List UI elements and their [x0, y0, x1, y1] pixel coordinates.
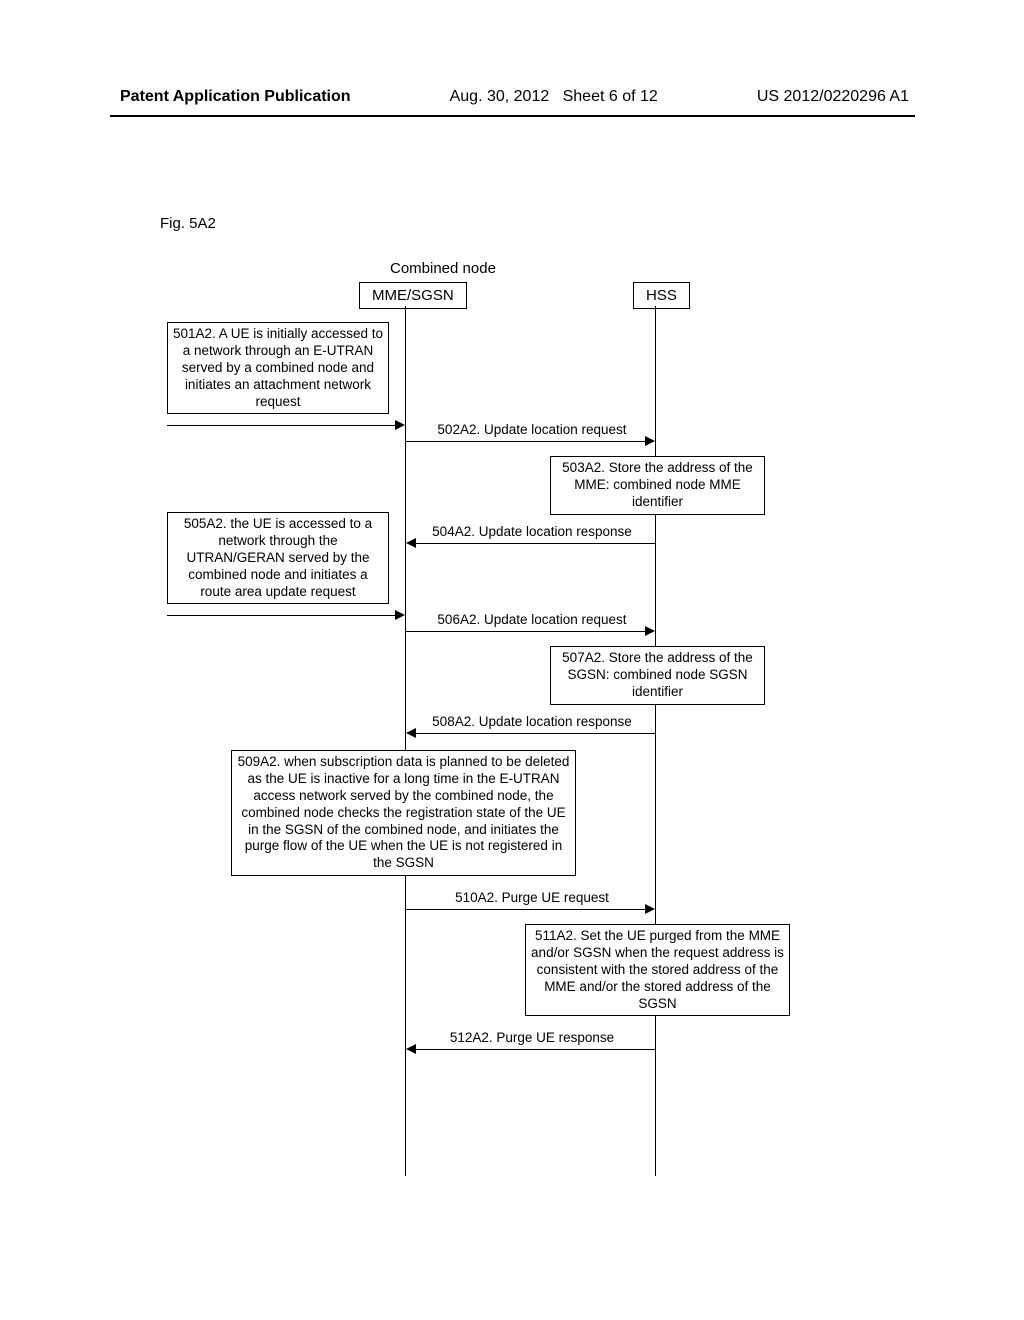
arrow-510 [406, 909, 645, 910]
arrow-502 [406, 441, 645, 442]
arrow-head-502 [645, 436, 655, 446]
lifeline-hss [655, 306, 656, 1176]
actor-mme-sgsn: MME/SGSN [359, 282, 467, 309]
arrow-501 [167, 425, 395, 426]
arrow-head-504 [406, 538, 416, 548]
arrow-head-512 [406, 1044, 416, 1054]
page-header: Patent Application Publication Aug. 30, … [0, 88, 1024, 106]
arrow-head-501 [395, 420, 405, 430]
arrow-508 [416, 733, 655, 734]
arrow-head-510 [645, 904, 655, 914]
sheet: Sheet 6 of 12 [563, 88, 658, 105]
box-507a2: 507A2. Store the address of the SGSN: co… [550, 646, 765, 705]
arrow-head-508 [406, 728, 416, 738]
label-508a2: 508A2. Update location response [413, 714, 651, 729]
box-511a2: 511A2. Set the UE purged from the MME an… [525, 924, 790, 1016]
actor-hss: HSS [633, 282, 690, 309]
publication-label: Patent Application Publication [120, 88, 351, 106]
arrow-512 [416, 1049, 655, 1050]
label-512a2: 512A2. Purge UE response [413, 1030, 651, 1045]
arrow-506 [406, 631, 645, 632]
header-rule [110, 115, 915, 117]
arrow-505 [167, 615, 395, 616]
arrow-504 [416, 543, 655, 544]
box-501a2: 501A2. A UE is initially accessed to a n… [167, 322, 389, 414]
sequence-diagram: Combined node MME/SGSN HSS 501A2. A UE i… [155, 260, 875, 1180]
label-506a2: 506A2. Update location request [413, 612, 651, 627]
date: Aug. 30, 2012 [450, 88, 550, 105]
box-505a2: 505A2. the UE is accessed to a network t… [167, 512, 389, 604]
label-502a2: 502A2. Update location request [413, 422, 651, 437]
doc-number: US 2012/0220296 A1 [757, 88, 909, 106]
box-509a2: 509A2. when subscription data is planned… [231, 750, 576, 876]
figure-label: Fig. 5A2 [160, 215, 216, 232]
box-503a2: 503A2. Store the address of the MME: com… [550, 456, 765, 515]
arrow-head-505 [395, 610, 405, 620]
label-504a2: 504A2. Update location response [413, 524, 651, 539]
label-510a2: 510A2. Purge UE request [413, 890, 651, 905]
arrow-head-506 [645, 626, 655, 636]
date-sheet: Aug. 30, 2012 Sheet 6 of 12 [450, 88, 658, 106]
combined-node-label: Combined node [390, 260, 496, 277]
